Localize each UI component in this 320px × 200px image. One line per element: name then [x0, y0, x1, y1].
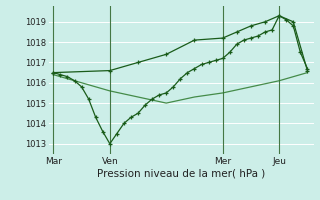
X-axis label: Pression niveau de la mer( hPa ): Pression niveau de la mer( hPa ) [97, 168, 266, 178]
